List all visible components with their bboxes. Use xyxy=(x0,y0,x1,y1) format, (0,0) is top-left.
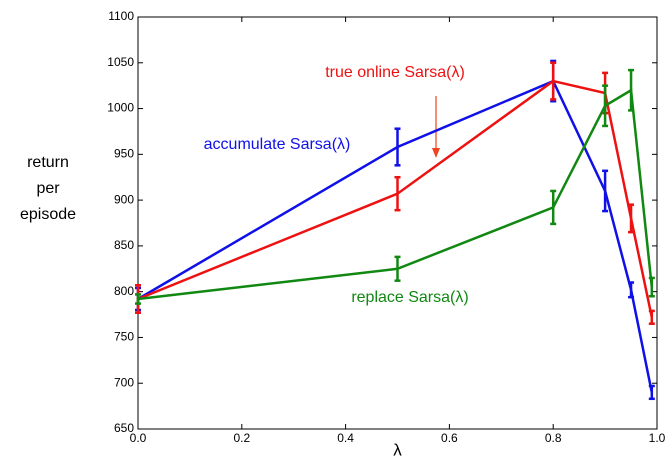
y-tick-label: 850 xyxy=(114,238,134,252)
y-tick-label: 1000 xyxy=(107,101,134,115)
x-tick-label: 0.8 xyxy=(545,431,562,445)
x-tick-label: 0.2 xyxy=(233,431,250,445)
y-axis-label: per xyxy=(36,180,60,197)
y-tick-label: 950 xyxy=(114,147,134,161)
x-axis-label: λ xyxy=(393,440,402,459)
x-tick-label: 1.0 xyxy=(649,431,666,445)
error-bar xyxy=(394,175,401,212)
series-label: replace Sarsa(λ) xyxy=(351,289,468,306)
y-tick-label: 700 xyxy=(114,375,134,389)
y-axis-label: episode xyxy=(20,206,76,223)
y-tick-label: 900 xyxy=(114,192,134,206)
y-tick-label: 750 xyxy=(114,330,134,344)
error-bar xyxy=(602,169,609,213)
arrow-head xyxy=(432,148,440,158)
error-bar xyxy=(550,189,557,226)
error-bar xyxy=(648,276,655,298)
x-tick-label: 0.0 xyxy=(130,431,147,445)
error-bar xyxy=(550,61,557,101)
error-bar xyxy=(648,384,655,401)
x-tick-label: 0.6 xyxy=(441,431,458,445)
error-bar xyxy=(394,127,401,167)
y-tick-label: 1050 xyxy=(107,55,134,69)
plot-frame xyxy=(137,16,658,430)
error-bar xyxy=(394,255,401,282)
x-tick-label: 0.4 xyxy=(337,431,354,445)
error-bar xyxy=(135,293,141,305)
error-bar xyxy=(602,84,609,128)
series-line xyxy=(137,88,654,301)
series-label: accumulate Sarsa(λ) xyxy=(204,136,351,153)
series-line xyxy=(137,79,654,318)
error-bar xyxy=(628,281,635,299)
error-bar xyxy=(628,68,635,112)
error-bar xyxy=(628,203,635,234)
series-line xyxy=(137,79,654,393)
y-tick-label: 800 xyxy=(114,284,134,298)
y-tick-label: 650 xyxy=(114,421,134,435)
series-label: true online Sarsa(λ) xyxy=(325,64,465,81)
error-bar xyxy=(648,309,655,325)
y-tick-label: 1100 xyxy=(108,9,134,23)
y-axis-label: return xyxy=(27,154,69,171)
